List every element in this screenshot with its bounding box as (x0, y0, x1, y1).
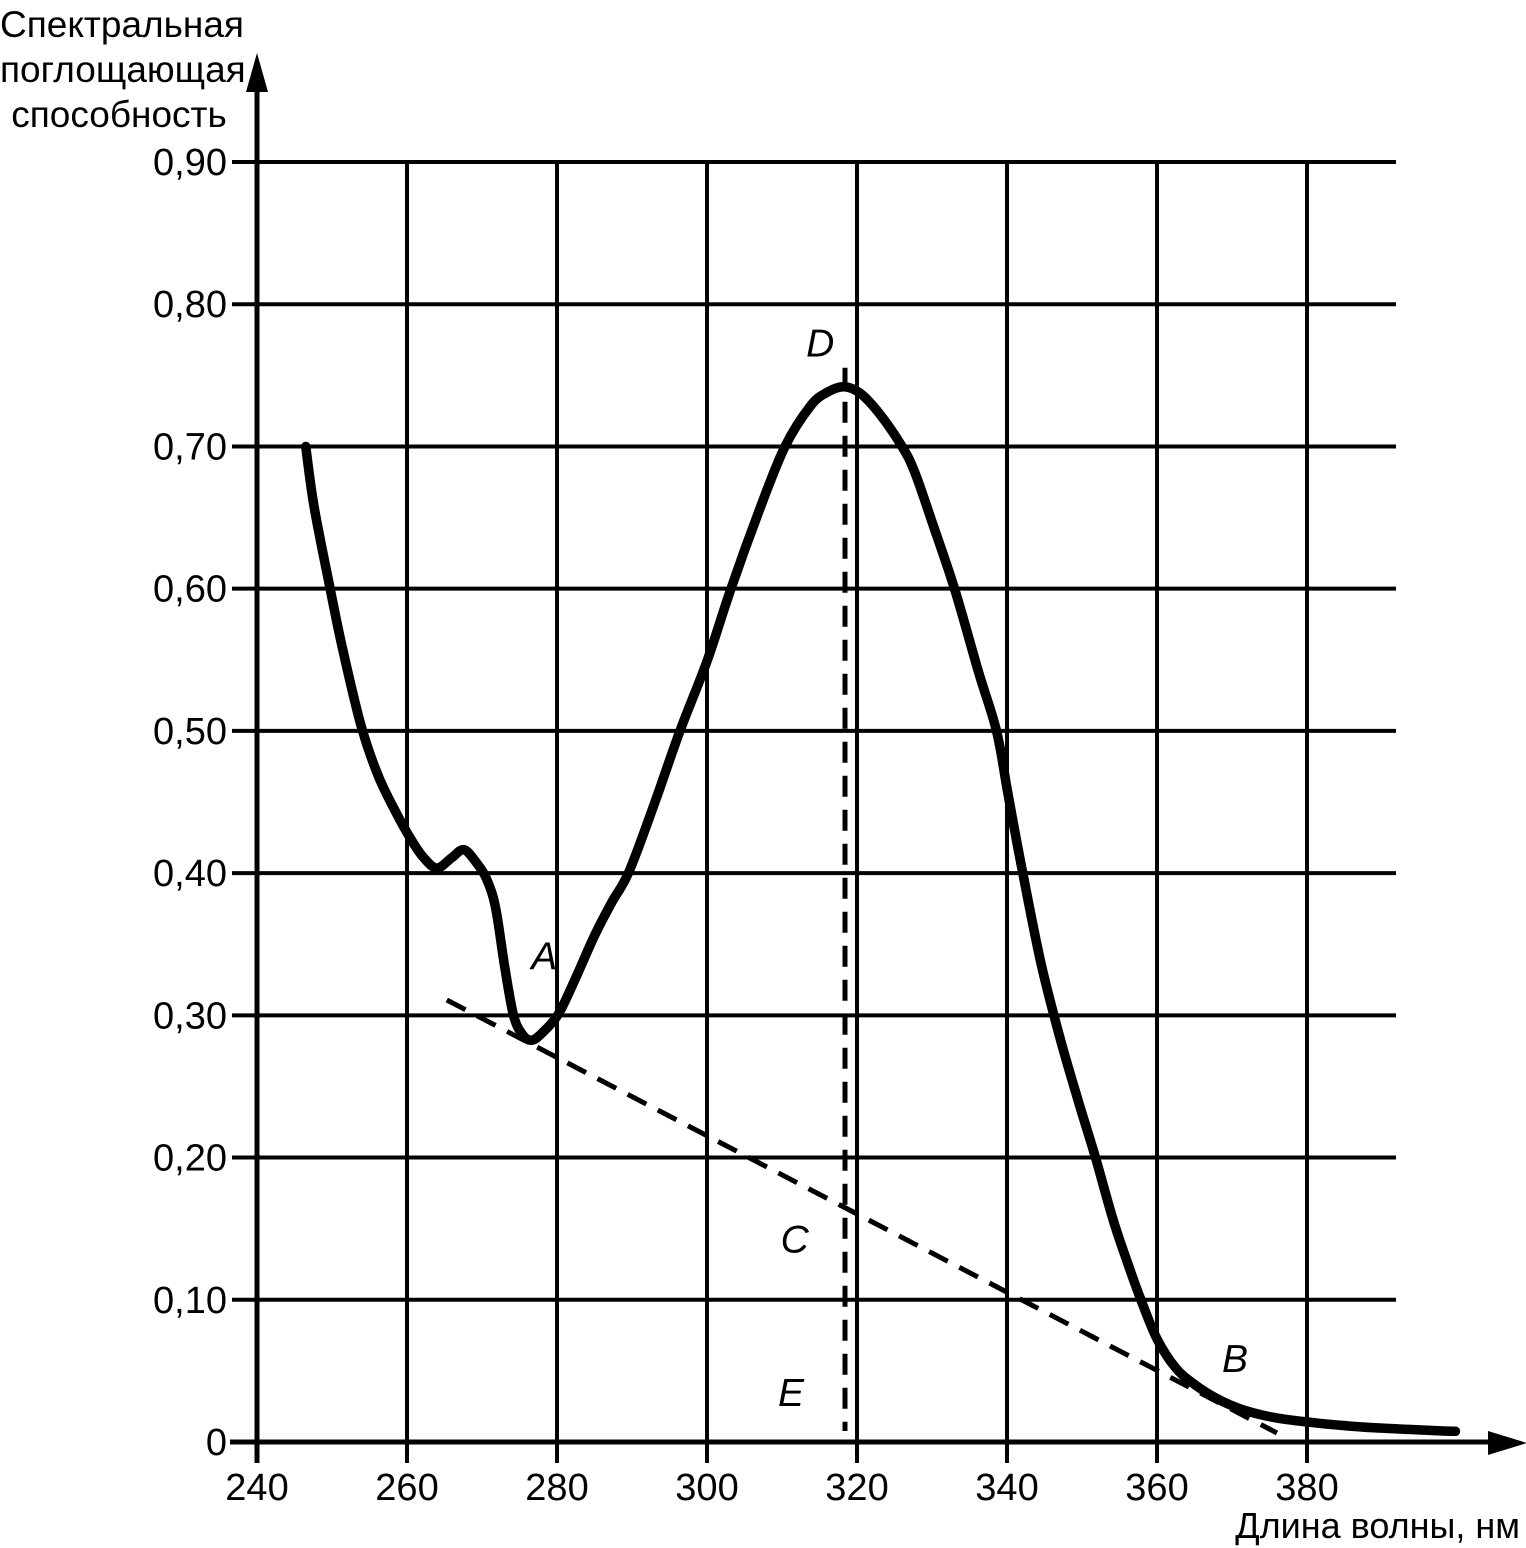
tick-label-layer: 0 0,10 0,20 0,30 0,40 0,50 0,60 0,70 0,80 0,90 240… (153, 142, 1339, 1509)
point-label-B: B (1222, 1338, 1248, 1381)
x-axis-title: Длина волны, нм (1235, 1505, 1520, 1546)
x-tick-label-240: 240 (225, 1467, 288, 1509)
point-label-E: E (778, 1372, 805, 1415)
series-layer (301, 367, 1461, 1437)
y-tick-label-0,80: 0,80 (153, 284, 227, 326)
y-tick-label-0,30: 0,30 (153, 995, 227, 1037)
dashed-line-baseline-tangent (445, 997, 1279, 1436)
x-tick-label-360: 360 (1125, 1467, 1188, 1509)
y-tick-label-0,70: 0,70 (153, 426, 227, 468)
point-label-A: A (529, 936, 557, 979)
point-label-layer: A B C D E (529, 323, 1248, 1416)
y-tick-label-0,50: 0,50 (153, 711, 227, 753)
y-tick-label-0,60: 0,60 (153, 569, 227, 611)
y-tick-label-0,10: 0,10 (153, 1280, 227, 1322)
x-tick-label-300: 300 (675, 1467, 738, 1509)
y-axis-arrow-icon (246, 53, 268, 92)
x-axis-arrow-icon (1488, 1431, 1526, 1455)
x-tick-label-320: 320 (825, 1467, 888, 1509)
y-axis-title-line-2: поглощающая (0, 49, 246, 90)
x-tick-label-340: 340 (975, 1467, 1038, 1509)
y-axis-title-line-3: способность (11, 94, 227, 135)
x-tick-label-280: 280 (525, 1467, 588, 1509)
x-tick-label-380: 380 (1275, 1467, 1338, 1509)
point-label-D: D (806, 323, 834, 366)
x-tick-label-260: 260 (375, 1467, 438, 1509)
y-tick-label-0,20: 0,20 (153, 1138, 227, 1180)
axes-layer (230, 53, 1526, 1463)
y-tick-label-0: 0 (206, 1422, 227, 1464)
curve-absorption-spectrum (301, 381, 1461, 1437)
y-axis-title: Спектральная поглощающая способность (0, 2, 246, 137)
y-axis-title-line-1: Спектральная (0, 4, 244, 45)
point-label-C: C (781, 1219, 810, 1262)
y-tick-label-0,90: 0,90 (153, 142, 227, 184)
y-tick-label-0,40: 0,40 (153, 853, 227, 895)
